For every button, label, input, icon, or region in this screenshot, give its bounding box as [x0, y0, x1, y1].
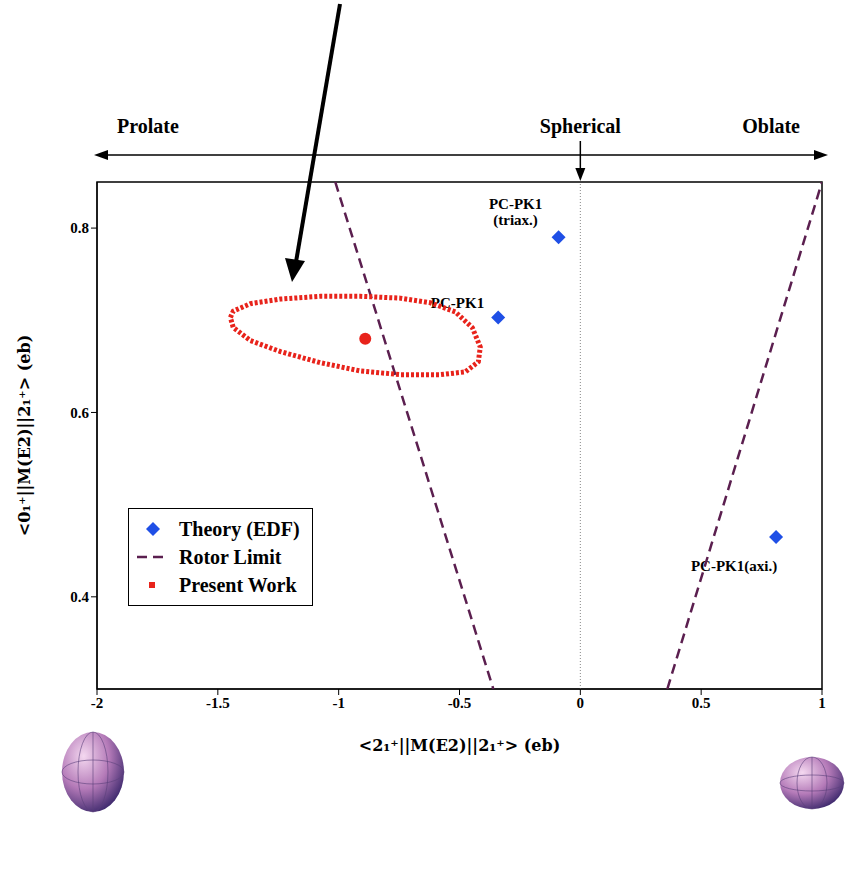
svg-text:0.5: 0.5 [692, 695, 711, 711]
svg-text:-1: -1 [332, 695, 345, 711]
svg-text:-0.5: -0.5 [448, 695, 472, 711]
svg-text:<0₁⁺||M(E2)||2₁⁺> (eb): <0₁⁺||M(E2)||2₁⁺> (eb) [15, 335, 34, 537]
svg-text:0.4: 0.4 [70, 589, 89, 605]
svg-text:PC-PK1: PC-PK1 [489, 196, 542, 212]
svg-text:-2: -2 [91, 695, 104, 711]
html-text:Present Work: Present Work [179, 574, 297, 596]
svg-text:(triax.): (triax.) [493, 212, 538, 229]
svg-text:Prolate: Prolate [117, 115, 179, 137]
svg-text:PC-PK1(axi.): PC-PK1(axi.) [691, 558, 777, 575]
svg-text:Spherical: Spherical [540, 115, 622, 138]
svg-text:Oblate: Oblate [742, 115, 800, 137]
html-text:Theory (EDF): Theory (EDF) [179, 518, 300, 540]
svg-text:<2₁⁺||M(E2)||2₁⁺> (eb): <2₁⁺||M(E2)||2₁⁺> (eb) [359, 736, 561, 755]
svg-text:-1.5: -1.5 [206, 695, 230, 711]
html-text:Rotor Limit: Rotor Limit [179, 546, 282, 568]
svg-text:0.6: 0.6 [70, 405, 89, 421]
svg-text:0.8: 0.8 [70, 220, 89, 236]
svg-text:PC-PK1: PC-PK1 [430, 294, 485, 311]
svg-text:0: 0 [577, 695, 585, 711]
svg-text:1: 1 [818, 695, 826, 711]
